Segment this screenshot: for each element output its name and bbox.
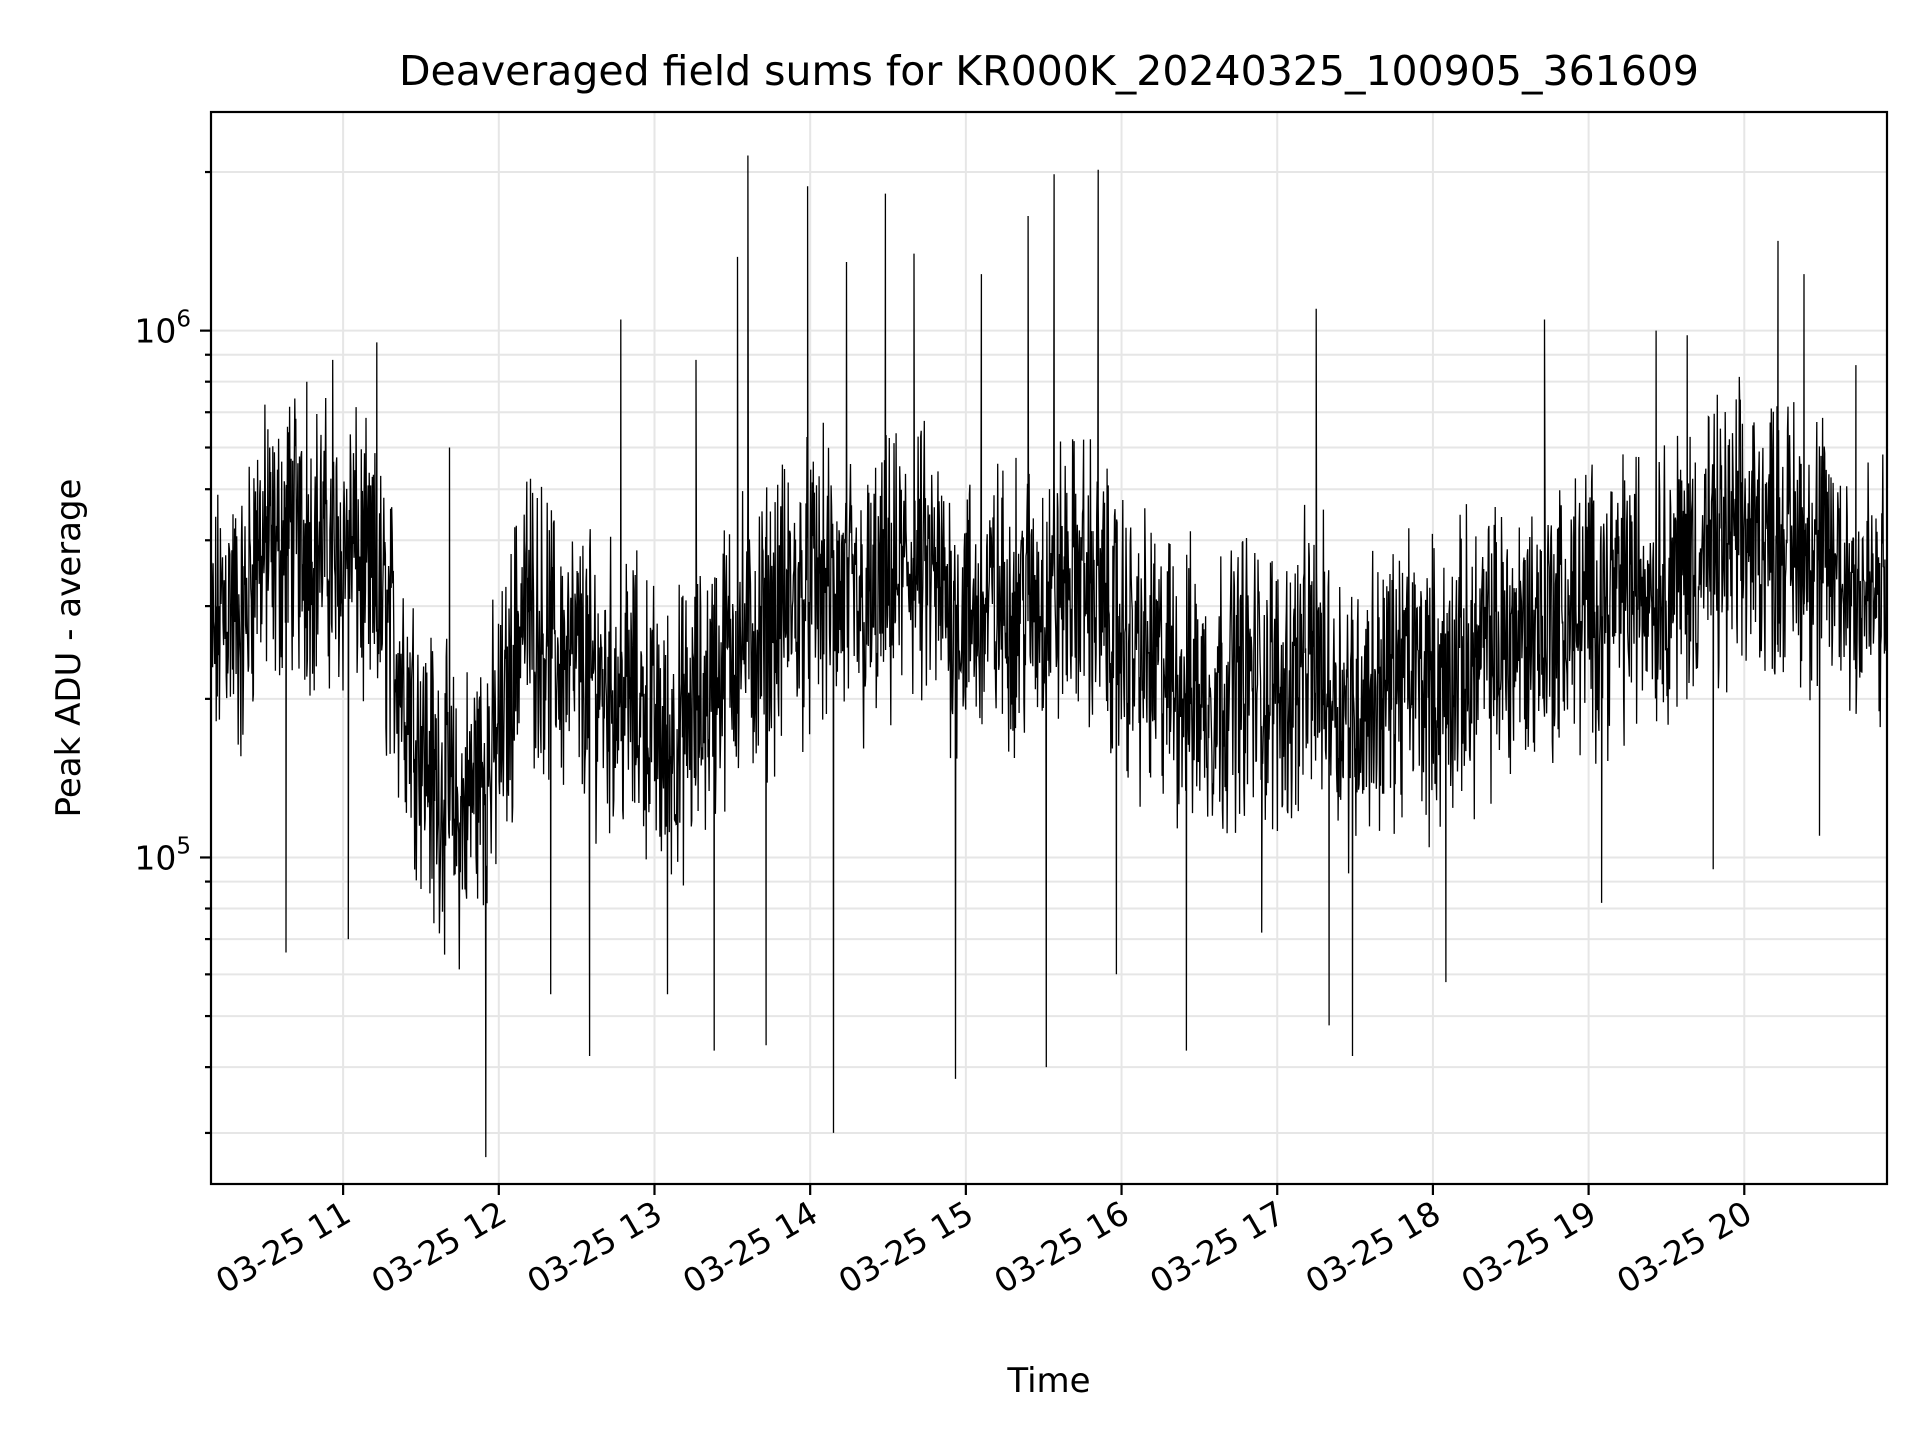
x-tick-label: 03-25 13	[520, 1193, 668, 1301]
x-tick-label: 03-25 20	[1610, 1193, 1758, 1301]
x-tick-label: 03-25 18	[1299, 1193, 1447, 1301]
x-ticks: 03-25 11 03-25 12 03-25 13 03-25 14 03-25 15…	[209, 1184, 1758, 1301]
y-ticks: 105 106	[134, 170, 211, 1135]
y-tick-label: 105	[134, 833, 191, 877]
series-group	[210, 155, 1888, 1158]
x-tick-label: 03-25 14	[676, 1193, 824, 1301]
x-tick-label: 03-25 15	[832, 1193, 980, 1301]
series-line	[210, 155, 1888, 1158]
y-tick-label: 106	[134, 307, 191, 351]
x-tick-label: 03-25 12	[365, 1193, 513, 1301]
x-tick-label: 03-25 16	[988, 1193, 1136, 1301]
x-tick-label: 03-25 19	[1455, 1193, 1603, 1301]
x-tick-label: 03-25 11	[209, 1193, 357, 1301]
chart-title: Deaveraged field sums for KR000K_2024032…	[399, 47, 1699, 95]
x-tick-label: 03-25 17	[1143, 1193, 1291, 1301]
y-axis-label: Peak ADU - average	[49, 479, 89, 818]
x-axis-label: Time	[1006, 1361, 1090, 1401]
axes-frame	[209, 110, 1889, 1186]
